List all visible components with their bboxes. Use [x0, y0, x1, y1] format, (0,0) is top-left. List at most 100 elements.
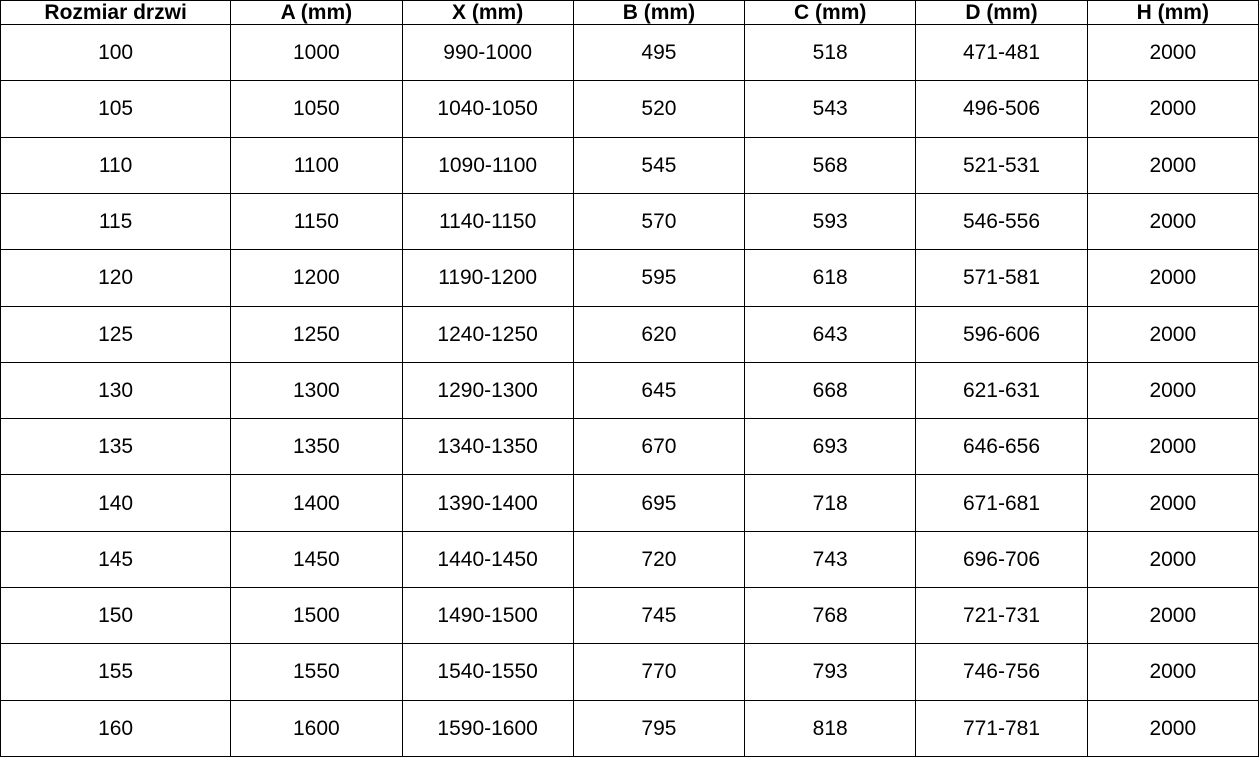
table-row: 105 1050 1040-1050 520 543 496-506 2000 [0, 80, 1259, 138]
table-cell: 130 [0, 361, 232, 420]
table-cell: 621-631 [915, 361, 1088, 420]
table-cell: 2000 [1086, 474, 1259, 532]
table-cell: 2000 [1086, 136, 1259, 194]
table-cell: 1200 [230, 249, 403, 307]
table-cell: 2000 [1086, 249, 1259, 307]
table-cell: 120 [0, 249, 232, 307]
table-cell: 671-681 [915, 474, 1088, 532]
table-cell: 1240-1250 [401, 305, 574, 363]
table-cell: 518 [744, 24, 917, 82]
table-cell: 595 [572, 249, 746, 307]
header-row: Rozmiar drzwi A (mm) X (mm) B (mm) C (mm) D (… [0, 0, 1259, 26]
table-cell: 2000 [1086, 192, 1259, 251]
table-cell: 620 [572, 305, 746, 363]
table-cell: 693 [744, 418, 917, 476]
table-row: 155 1550 1540-1550 770 793 746-756 2000 [0, 643, 1259, 701]
table-cell: 100 [0, 24, 232, 82]
table-cell: 2000 [1086, 587, 1259, 645]
table-cell: 145 [0, 530, 232, 589]
table-cell: 770 [572, 643, 746, 701]
table-cell: 1440-1450 [401, 530, 574, 589]
table-cell: 720 [572, 530, 746, 589]
table-cell: 521-531 [915, 136, 1088, 194]
table-cell: 1150 [230, 192, 403, 251]
table-cell: 1000 [230, 24, 403, 82]
table-cell: 2000 [1086, 80, 1259, 138]
table-cell: 818 [744, 699, 917, 757]
table-cell: 2000 [1086, 305, 1259, 363]
table-cell: 125 [0, 305, 232, 363]
table-cell: 718 [744, 474, 917, 532]
table-cell: 745 [572, 587, 746, 645]
table-cell: 721-731 [915, 587, 1088, 645]
table-cell: 568 [744, 136, 917, 194]
table-cell: 668 [744, 361, 917, 420]
table-cell: 546-556 [915, 192, 1088, 251]
table-row: 140 1400 1390-1400 695 718 671-681 2000 [0, 474, 1259, 532]
table-cell: 1590-1600 [401, 699, 574, 757]
table-row: 160 1600 1590-1600 795 818 771-781 2000 [0, 699, 1259, 757]
column-header: D (mm) [915, 0, 1088, 26]
table-cell: 1350 [230, 418, 403, 476]
table-cell: 115 [0, 192, 232, 251]
table-cell: 1040-1050 [401, 80, 574, 138]
column-header: A (mm) [230, 0, 403, 26]
table-cell: 695 [572, 474, 746, 532]
table-cell: 768 [744, 587, 917, 645]
table-cell: 520 [572, 80, 746, 138]
table-row: 110 1100 1090-1100 545 568 521-531 2000 [0, 136, 1259, 194]
table-cell: 1140-1150 [401, 192, 574, 251]
table-cell: 2000 [1086, 24, 1259, 82]
table-cell: 496-506 [915, 80, 1088, 138]
table-cell: 140 [0, 474, 232, 532]
table-cell: 545 [572, 136, 746, 194]
table-cell: 618 [744, 249, 917, 307]
table-row: 130 1300 1290-1300 645 668 621-631 2000 [0, 361, 1259, 420]
table-cell: 1490-1500 [401, 587, 574, 645]
column-header: Rozmiar drzwi [0, 0, 232, 26]
table-row: 135 1350 1340-1350 670 693 646-656 2000 [0, 418, 1259, 476]
table-row: 100 1000 990-1000 495 518 471-481 2000 [0, 24, 1259, 82]
table-cell: 1550 [230, 643, 403, 701]
table-cell: 150 [0, 587, 232, 645]
table-cell: 793 [744, 643, 917, 701]
table-cell: 643 [744, 305, 917, 363]
table-cell: 1600 [230, 699, 403, 757]
table-cell: 1500 [230, 587, 403, 645]
table-cell: 543 [744, 80, 917, 138]
table-row: 150 1500 1490-1500 745 768 721-731 2000 [0, 587, 1259, 645]
table-cell: 570 [572, 192, 746, 251]
table-cell: 1250 [230, 305, 403, 363]
table-cell: 593 [744, 192, 917, 251]
table-cell: 2000 [1086, 418, 1259, 476]
table-cell: 105 [0, 80, 232, 138]
table-cell: 596-606 [915, 305, 1088, 363]
column-header: B (mm) [572, 0, 746, 26]
table-cell: 135 [0, 418, 232, 476]
column-header: C (mm) [744, 0, 917, 26]
table-cell: 1340-1350 [401, 418, 574, 476]
table-cell: 743 [744, 530, 917, 589]
table-row: 145 1450 1440-1450 720 743 696-706 2000 [0, 530, 1259, 589]
table-cell: 1540-1550 [401, 643, 574, 701]
table-cell: 646-656 [915, 418, 1088, 476]
table-cell: 2000 [1086, 643, 1259, 701]
table-cell: 771-781 [915, 699, 1088, 757]
table-header: Rozmiar drzwi A (mm) X (mm) B (mm) C (mm) D (… [0, 0, 1259, 26]
table-cell: 645 [572, 361, 746, 420]
table-cell: 670 [572, 418, 746, 476]
table-cell: 471-481 [915, 24, 1088, 82]
table-row: 120 1200 1190-1200 595 618 571-581 2000 [0, 249, 1259, 307]
table-cell: 1050 [230, 80, 403, 138]
table-cell: 2000 [1086, 361, 1259, 420]
table-cell: 1190-1200 [401, 249, 574, 307]
table-cell: 990-1000 [401, 24, 574, 82]
table-cell: 1090-1100 [401, 136, 574, 194]
table-row: 115 1150 1140-1150 570 593 546-556 2000 [0, 192, 1259, 251]
table-cell: 795 [572, 699, 746, 757]
table-cell: 155 [0, 643, 232, 701]
table-cell: 1400 [230, 474, 403, 532]
table-cell: 110 [0, 136, 232, 194]
